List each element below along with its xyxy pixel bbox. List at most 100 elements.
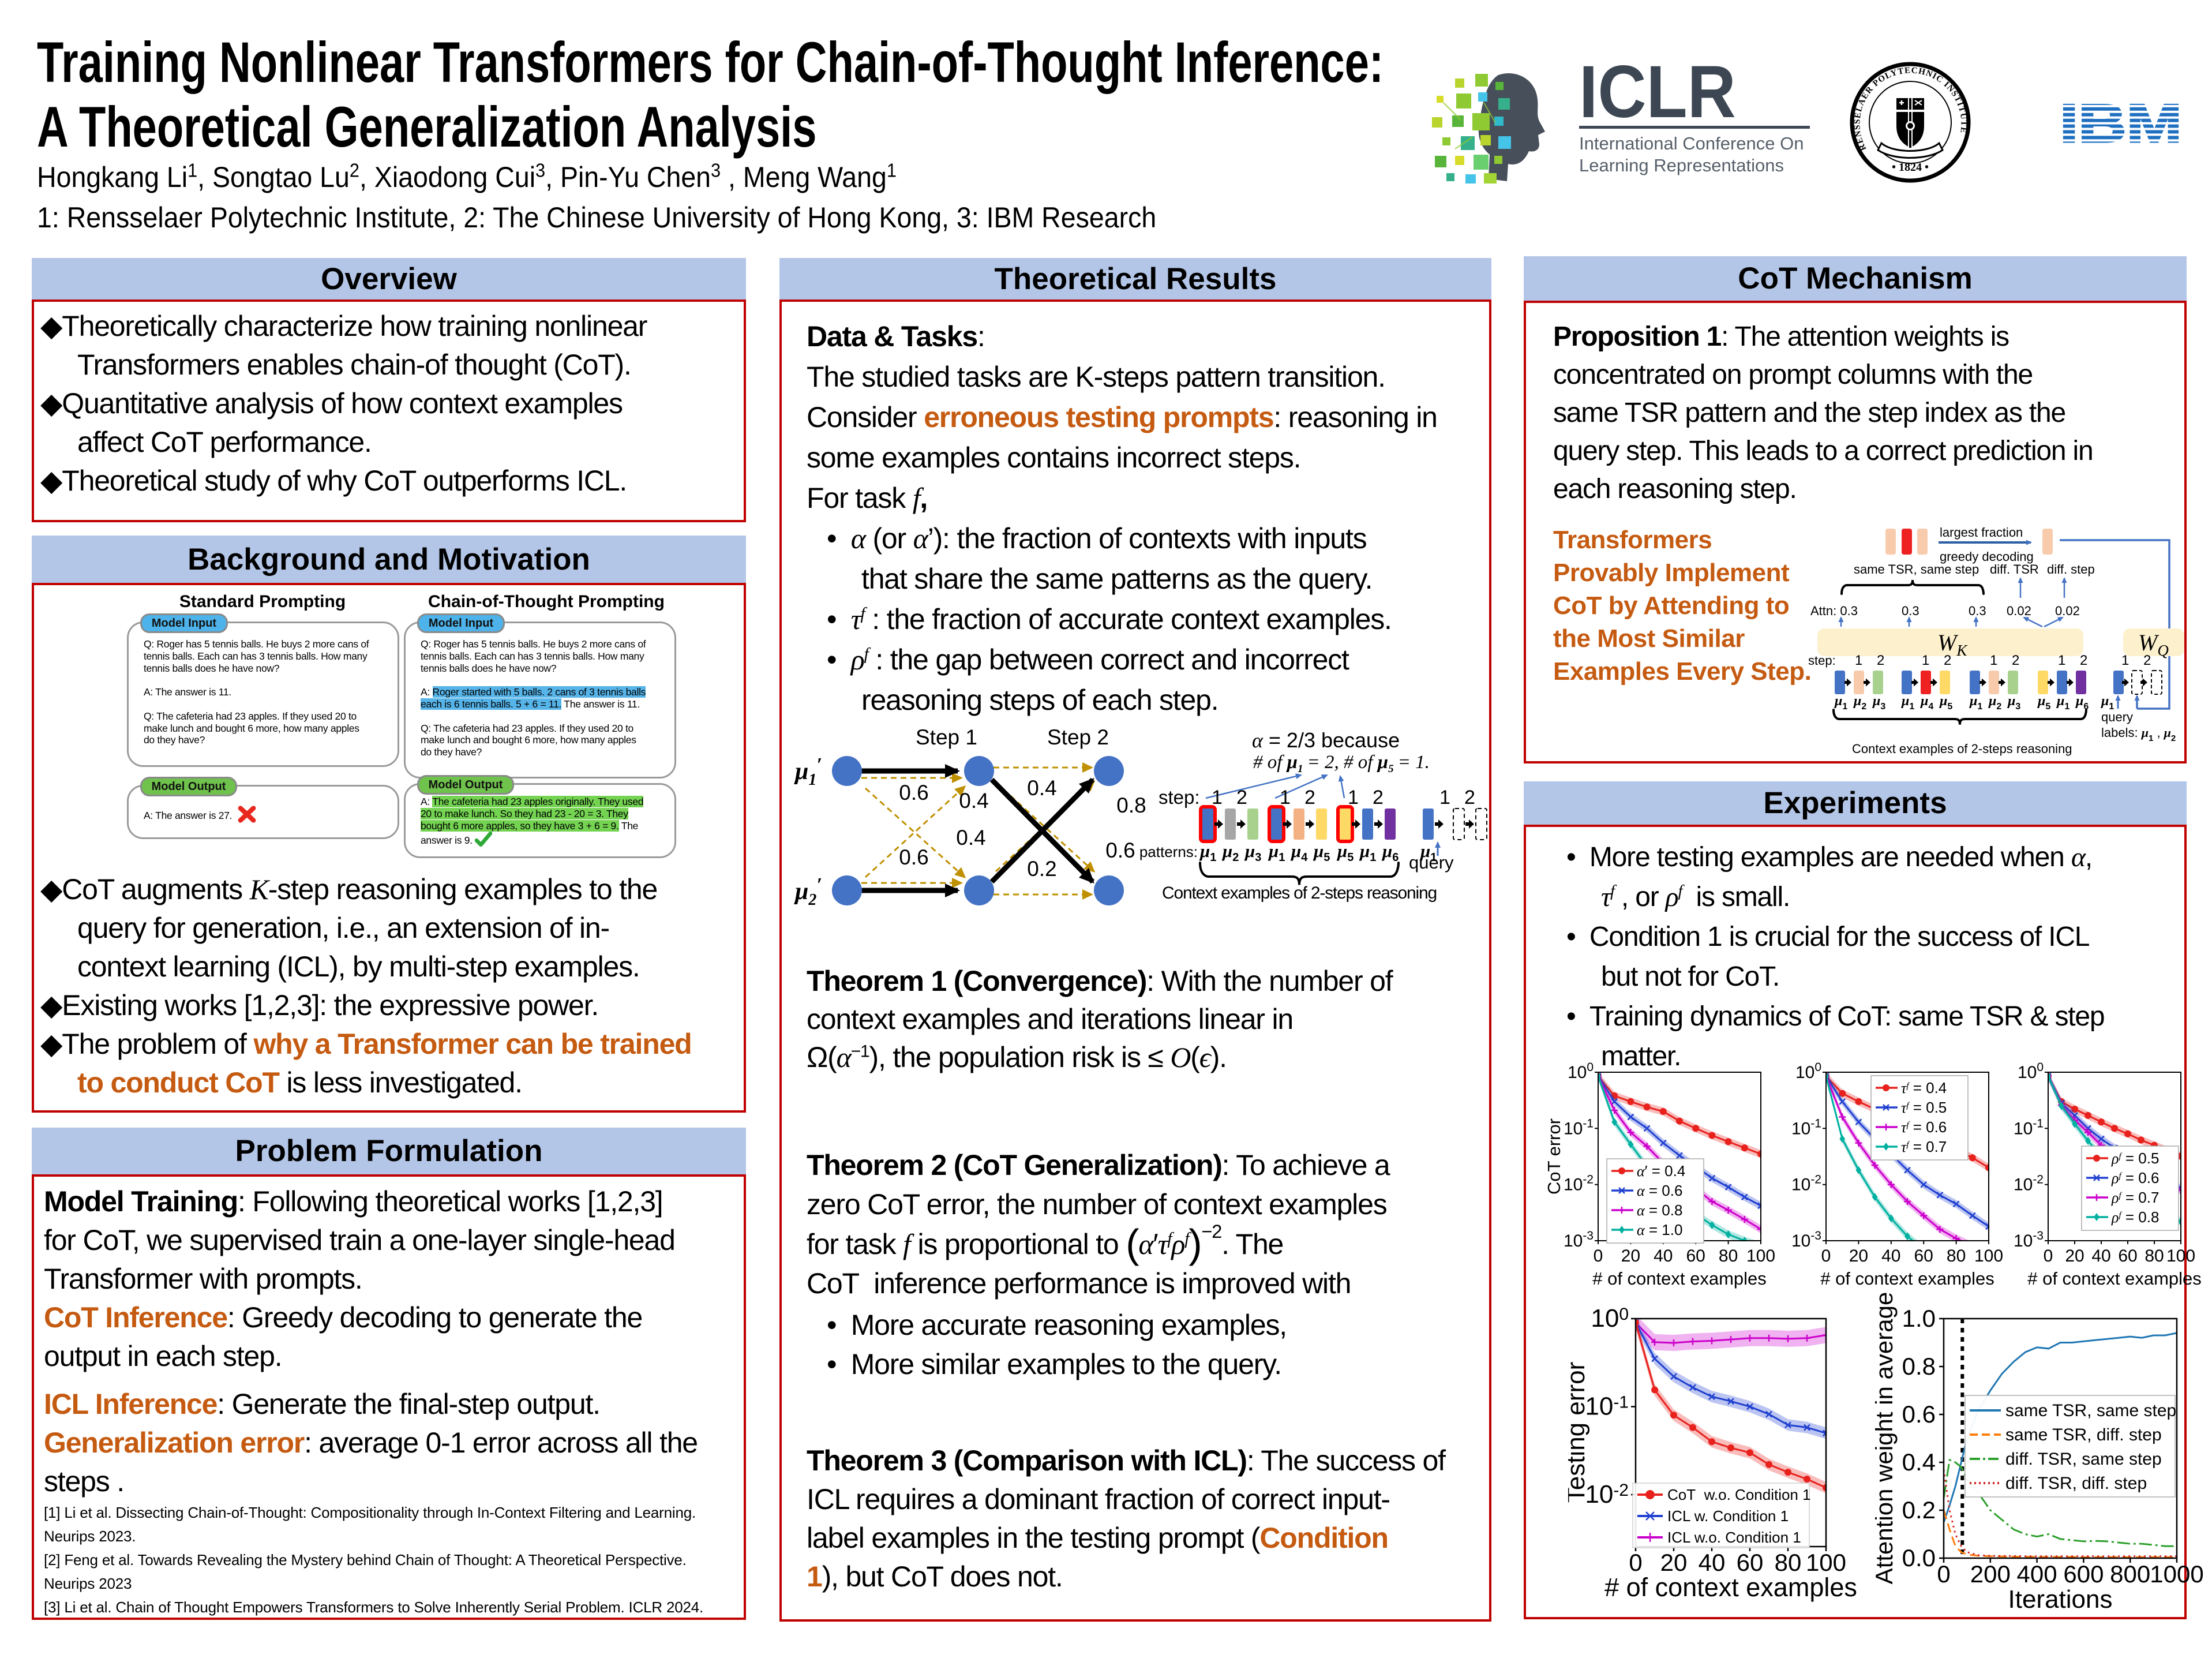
svg-text:1.0: 1.0 xyxy=(1902,1305,1936,1332)
svg-text:μ6: μ6 xyxy=(2075,694,2089,712)
svg-text:2: 2 xyxy=(2080,653,2087,668)
svg-text:μ1: μ1 xyxy=(2100,694,2114,712)
svg-text:2: 2 xyxy=(1944,653,1951,668)
svg-text:diff. TSR, same step: diff. TSR, same step xyxy=(2005,1450,2162,1469)
svg-text:μ4: μ4 xyxy=(1919,694,1933,712)
svg-text:400: 400 xyxy=(2017,1560,2057,1588)
svg-text:0: 0 xyxy=(1594,1246,1603,1266)
svg-text:80: 80 xyxy=(1719,1246,1738,1266)
svg-text:100: 100 xyxy=(1746,1246,1775,1266)
svg-text:600: 600 xyxy=(2063,1560,2104,1588)
svg-text:Attention weight in average: Attention weight in average xyxy=(1875,1293,1898,1584)
svg-text:10-1: 10-1 xyxy=(1585,1393,1629,1421)
svg-text:1: 1 xyxy=(1212,787,1223,808)
svg-text:0.3: 0.3 xyxy=(1969,604,1986,618)
svg-text:100: 100 xyxy=(1591,1304,1629,1332)
svg-text:ICL w. Condition 1: ICL w. Condition 1 xyxy=(1667,1507,1789,1525)
svg-text:1: 1 xyxy=(2058,653,2065,668)
svg-text:μ3: μ3 xyxy=(1872,694,1885,712)
svg-text:μ6: μ6 xyxy=(1381,841,1399,864)
svg-text:60: 60 xyxy=(1737,1549,1764,1576)
svg-text:100: 100 xyxy=(1806,1549,1846,1576)
svg-text:diff. TSR, diff. step: diff. TSR, diff. step xyxy=(2005,1474,2147,1493)
svg-text:800: 800 xyxy=(2110,1560,2150,1588)
svg-text:τf = 0.5: τf = 0.5 xyxy=(1901,1099,1947,1116)
svg-text:10-1: 10-1 xyxy=(1564,1117,1594,1138)
svg-text:α = 0.8: α = 0.8 xyxy=(1637,1201,1682,1219)
svg-text:μ4: μ4 xyxy=(1290,841,1308,864)
svg-text:40: 40 xyxy=(1881,1246,1900,1266)
svg-text:1: 1 xyxy=(1439,787,1450,808)
svg-text:100: 100 xyxy=(2166,1246,2195,1266)
svg-text:200: 200 xyxy=(1970,1560,2011,1588)
svg-text:Context examples of 2-steps re: Context examples of 2-steps reasoning xyxy=(1852,742,2072,756)
svg-text:1: 1 xyxy=(1855,653,1862,668)
svg-text:ρf = 0.8: ρf = 0.8 xyxy=(2111,1208,2159,1226)
svg-text:2: 2 xyxy=(1236,787,1247,808)
svg-text:μ1: μ1 xyxy=(1834,694,1847,712)
svg-text:μ1: μ1 xyxy=(1359,841,1376,864)
svg-text:100: 100 xyxy=(1795,1061,1821,1082)
svg-text:100: 100 xyxy=(1568,1061,1594,1082)
svg-text:# of context examples: # of context examples xyxy=(2027,1268,2202,1289)
svg-text:2: 2 xyxy=(2012,653,2019,668)
svg-text:60: 60 xyxy=(1686,1246,1705,1266)
svg-text:0.4: 0.4 xyxy=(1902,1448,1936,1476)
svg-text:diff. step: diff. step xyxy=(2047,562,2095,577)
svg-text:μ3: μ3 xyxy=(2007,694,2020,712)
svg-text:τf = 0.4: τf = 0.4 xyxy=(1901,1079,1947,1096)
svg-text:0.6: 0.6 xyxy=(1105,839,1135,862)
svg-text:0.6: 0.6 xyxy=(1902,1401,1936,1428)
svg-text:10-1: 10-1 xyxy=(2014,1117,2044,1138)
svg-text:0.8: 0.8 xyxy=(1902,1353,1936,1380)
svg-text:20: 20 xyxy=(1849,1246,1868,1266)
svg-text:# of context examples: # of context examples xyxy=(1592,1268,1767,1289)
svg-text:greedy decoding: greedy decoding xyxy=(1940,549,2034,564)
svg-text:0: 0 xyxy=(2044,1246,2053,1266)
svg-text:μ2: μ2 xyxy=(1853,694,1866,712)
svg-text:2: 2 xyxy=(1877,653,1884,668)
svg-text:2: 2 xyxy=(1464,787,1475,808)
svg-text:step:: step: xyxy=(1808,653,1836,668)
svg-text:80: 80 xyxy=(1775,1549,1802,1576)
svg-text:Testing error: Testing error xyxy=(1568,1362,1590,1503)
svg-text:20: 20 xyxy=(1660,1549,1688,1576)
svg-text:0.6: 0.6 xyxy=(899,781,928,804)
svg-text:μ1: μ1 xyxy=(2056,694,2069,712)
svg-text:80: 80 xyxy=(2144,1246,2164,1266)
svg-text:Context examples of 2-steps re: Context examples of 2-steps reasoning xyxy=(1162,884,1437,903)
svg-text:Iterations: Iterations xyxy=(2008,1585,2113,1614)
svg-text:10-2: 10-2 xyxy=(2014,1173,2044,1195)
svg-text:μ2: μ2 xyxy=(1221,841,1239,864)
svg-text:• 1824 •: • 1824 • xyxy=(1892,161,1929,174)
svg-text:0.8: 0.8 xyxy=(1116,793,1146,817)
svg-text:10-1: 10-1 xyxy=(1791,1117,1821,1138)
svg-text:Step 1: Step 1 xyxy=(916,725,977,749)
svg-text:ρf = 0.7: ρf = 0.7 xyxy=(2111,1189,2159,1206)
svg-text:10-2: 10-2 xyxy=(1791,1173,1821,1195)
svg-text:10-3: 10-3 xyxy=(1791,1229,1821,1251)
svg-text:μ5: μ5 xyxy=(1939,694,1952,712)
svg-text:α = 2/3 because: α = 2/3 because xyxy=(1252,728,1400,752)
svg-text:same TSR, same step: same TSR, same step xyxy=(1854,562,1979,577)
svg-text:# of μ1 = 2, # of μ5 = 1.: # of μ1 = 2, # of μ5 = 1. xyxy=(1253,752,1430,775)
svg-text:0.02: 0.02 xyxy=(2007,604,2031,618)
svg-text:μ2′: μ2′ xyxy=(794,874,822,909)
svg-text:1000: 1000 xyxy=(2150,1560,2203,1588)
svg-text:0.4: 0.4 xyxy=(956,826,985,849)
svg-text:WK: WK xyxy=(1937,630,1968,659)
svg-text:40: 40 xyxy=(2091,1246,2110,1266)
svg-text:0: 0 xyxy=(1937,1560,1950,1588)
svg-text:0: 0 xyxy=(1629,1549,1642,1576)
svg-text:1: 1 xyxy=(1280,787,1291,808)
svg-text:ρf = 0.6: ρf = 0.6 xyxy=(2111,1169,2159,1186)
svg-text:CoT error: CoT error xyxy=(1546,1118,1564,1195)
svg-text:2: 2 xyxy=(1373,787,1384,808)
svg-text:40: 40 xyxy=(1654,1246,1673,1266)
svg-text:ρf = 0.5: ρf = 0.5 xyxy=(2111,1150,2159,1167)
svg-text:0.4: 0.4 xyxy=(1027,776,1056,800)
svg-text:labels: μ1 , μ2: labels: μ1 , μ2 xyxy=(2101,725,2176,743)
svg-text:# of context examples: # of context examples xyxy=(1820,1268,1994,1289)
svg-text:same TSR, diff. step: same TSR, diff. step xyxy=(2005,1425,2162,1444)
svg-text:60: 60 xyxy=(2118,1246,2137,1266)
